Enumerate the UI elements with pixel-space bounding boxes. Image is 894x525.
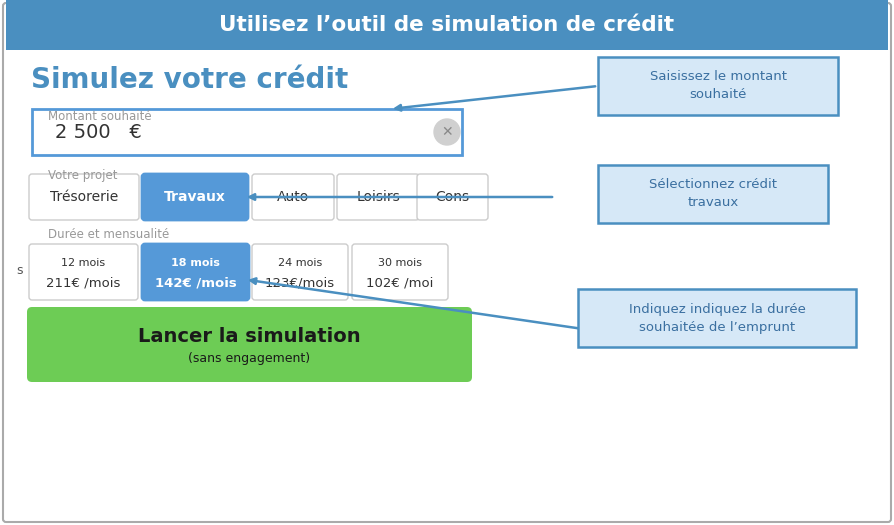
Text: Utilisez l’outil de simulation de crédit: Utilisez l’outil de simulation de crédit	[219, 15, 675, 35]
Text: Indiquez indiquez la durée
souhaitée de l’emprunt: Indiquez indiquez la durée souhaitée de …	[628, 302, 805, 333]
Text: 18 mois: 18 mois	[171, 258, 220, 268]
Text: ✕: ✕	[441, 125, 453, 139]
Text: Sélectionnez crédit
travaux: Sélectionnez crédit travaux	[649, 178, 777, 209]
Text: Travaux: Travaux	[164, 190, 226, 204]
FancyBboxPatch shape	[29, 174, 139, 220]
FancyBboxPatch shape	[578, 289, 856, 347]
Text: 24 mois: 24 mois	[278, 258, 322, 268]
FancyBboxPatch shape	[142, 244, 249, 300]
FancyBboxPatch shape	[417, 174, 488, 220]
Text: Trésorerie: Trésorerie	[50, 190, 118, 204]
FancyBboxPatch shape	[598, 165, 828, 223]
FancyBboxPatch shape	[27, 307, 472, 382]
Circle shape	[434, 119, 460, 145]
Text: Cons: Cons	[435, 190, 469, 204]
Text: Votre projet: Votre projet	[48, 169, 117, 182]
Text: Loisirs: Loisirs	[356, 190, 400, 204]
FancyBboxPatch shape	[352, 244, 448, 300]
Text: 30 mois: 30 mois	[378, 258, 422, 268]
Text: Simulez votre crédit: Simulez votre crédit	[31, 66, 349, 94]
Text: Saisissez le montant
souhaité: Saisissez le montant souhaité	[650, 70, 787, 101]
Text: Auto: Auto	[277, 190, 309, 204]
FancyBboxPatch shape	[3, 3, 891, 522]
Text: Lancer la simulation: Lancer la simulation	[139, 327, 361, 346]
Text: 102€ /moi: 102€ /moi	[367, 277, 434, 289]
Text: (sans engagement): (sans engagement)	[189, 352, 310, 365]
FancyBboxPatch shape	[337, 174, 419, 220]
FancyBboxPatch shape	[252, 244, 348, 300]
FancyBboxPatch shape	[252, 174, 334, 220]
Text: 123€/mois: 123€/mois	[265, 277, 335, 289]
FancyBboxPatch shape	[32, 109, 462, 155]
Text: 211€ /mois: 211€ /mois	[46, 277, 121, 289]
FancyBboxPatch shape	[29, 244, 138, 300]
FancyBboxPatch shape	[598, 57, 838, 115]
FancyBboxPatch shape	[142, 174, 248, 220]
FancyBboxPatch shape	[6, 0, 888, 50]
Text: Montant souhaité: Montant souhaité	[48, 110, 152, 123]
Text: s: s	[17, 264, 23, 277]
Text: 142€ /mois: 142€ /mois	[155, 277, 236, 289]
Text: 12 mois: 12 mois	[62, 258, 105, 268]
Text: Durée et mensualité: Durée et mensualité	[48, 228, 169, 242]
Text: 2 500   €: 2 500 €	[55, 122, 142, 142]
